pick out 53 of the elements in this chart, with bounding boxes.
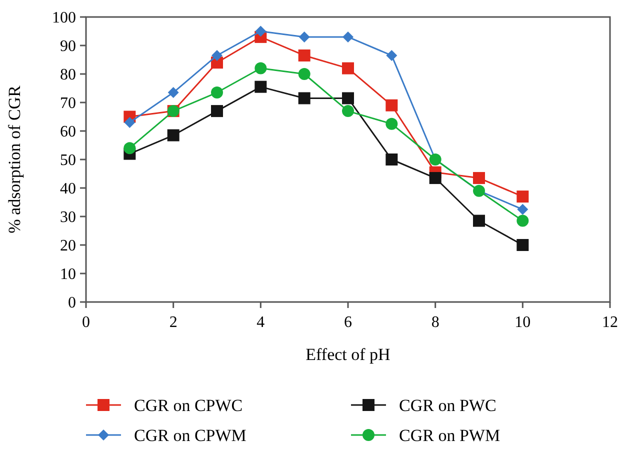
point [386, 50, 398, 61]
x-axis-title: Effect of pH [306, 345, 390, 364]
point [386, 99, 398, 112]
point [429, 172, 442, 184]
y-tick-label: 60 [60, 124, 76, 141]
point [386, 154, 398, 166]
point [473, 172, 485, 184]
x-tick-label: 4 [256, 314, 265, 331]
point [254, 80, 267, 93]
point [298, 68, 310, 80]
point [342, 105, 354, 118]
point [212, 50, 222, 61]
point [211, 86, 223, 99]
point [473, 214, 485, 227]
x-tick-label: 12 [602, 314, 618, 331]
y-tick-label: 80 [60, 66, 76, 84]
y-tick-label: 20 [60, 238, 76, 255]
y-tick-label: 90 [60, 38, 76, 56]
x-tick-label: 6 [344, 314, 352, 331]
point [516, 214, 529, 227]
point [168, 87, 179, 98]
point [124, 116, 136, 128]
y-tick-label: 10 [60, 266, 76, 284]
point [516, 190, 529, 203]
point [342, 92, 354, 104]
legend-label: CGR on CPWM [134, 426, 246, 445]
point [124, 142, 136, 154]
y-tick-label: 0 [68, 294, 76, 312]
point [517, 204, 528, 215]
point [167, 129, 180, 142]
x-tick-label: 10 [514, 314, 531, 331]
x-tick-label: 0 [82, 314, 90, 331]
point [298, 92, 310, 104]
point [342, 31, 354, 42]
point [516, 239, 529, 251]
point [254, 62, 267, 74]
x-tick-label: 2 [169, 314, 178, 331]
x-tick-label: 8 [431, 314, 440, 331]
point [342, 62, 354, 74]
y-tick-label: 70 [60, 95, 76, 112]
y-tick-label: 100 [52, 10, 76, 27]
y-tick-label: 50 [60, 152, 76, 170]
y-axis-title: % adsorption of CGR [5, 84, 24, 234]
point [386, 118, 398, 130]
legend-label: CGR on PWC [399, 396, 496, 415]
legend-label: CGR on PWM [399, 426, 500, 445]
point [298, 49, 310, 62]
y-tick-label: 30 [60, 209, 76, 226]
point [298, 31, 310, 42]
point [255, 26, 266, 37]
y-tick-label: 40 [60, 180, 76, 198]
legend-label: CGR on CPWC [134, 396, 243, 415]
point [211, 105, 223, 118]
